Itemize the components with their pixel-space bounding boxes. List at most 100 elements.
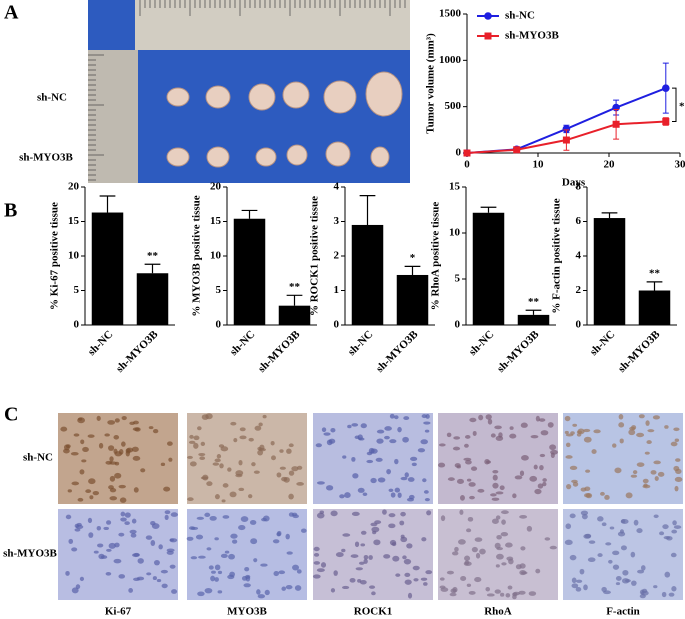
- ihc-cell: [638, 414, 645, 419]
- significance-label: **: [289, 281, 301, 293]
- ihc-cell: [593, 429, 601, 434]
- ihc-cell: [575, 587, 582, 592]
- ihc-cell: [450, 588, 457, 594]
- ihc-cell: [650, 470, 657, 475]
- error-bar: [144, 263, 161, 274]
- ihc-cell: [152, 576, 157, 581]
- ihc-cell: [89, 495, 94, 500]
- ihc-cell: [238, 524, 246, 531]
- ihc-cell: [519, 515, 528, 519]
- ihc-cell: [195, 534, 204, 540]
- ihc-bg: [563, 509, 683, 600]
- ihc-cell: [209, 515, 217, 521]
- y-axis-label: % RhoA positive tissue: [430, 202, 442, 311]
- ihc-cell: [161, 583, 168, 589]
- ihc-cell: [119, 497, 127, 503]
- ihc-cell: [131, 446, 139, 452]
- ihc-image: [438, 413, 558, 504]
- ihc-cell: [384, 435, 390, 440]
- ihc-cell: [466, 478, 472, 482]
- ihc-cell: [109, 475, 116, 482]
- ihc-cell: [77, 497, 84, 502]
- ihc-cell: [168, 457, 173, 462]
- y-tick-label: 0: [456, 147, 462, 159]
- ihc-cell: [253, 470, 260, 474]
- ihc-cell: [67, 489, 72, 493]
- ihc-cell: [490, 433, 496, 438]
- ihc-cell: [372, 530, 377, 535]
- ihc-cell: [565, 433, 574, 437]
- ihc-cell: [514, 475, 523, 480]
- ihc-cell: [65, 514, 72, 520]
- ihc-cell: [673, 427, 680, 432]
- ihc-cell: [628, 429, 636, 436]
- ihc-cell: [245, 574, 251, 579]
- x-tick-label: sh-MYO3B: [114, 328, 161, 375]
- ihc-cell: [468, 590, 476, 595]
- ihc-cell: [529, 475, 538, 482]
- y-tick-label: 20: [210, 181, 222, 193]
- ihc-cell: [121, 416, 127, 421]
- ihc-cell: [114, 418, 120, 423]
- x-tick-label: sh-MYO3B: [256, 328, 303, 375]
- ihc-cell: [402, 436, 409, 443]
- ihc-cell: [406, 543, 413, 549]
- ihc-cell: [550, 452, 555, 459]
- ihc-cell: [383, 554, 391, 559]
- ihc-cell: [281, 586, 287, 591]
- ihc-cell: [198, 555, 206, 559]
- ihc-cell: [262, 515, 270, 522]
- ihc-cell: [189, 461, 197, 467]
- x-tick-label: sh-MYO3B: [374, 328, 421, 375]
- ihc-cell: [208, 565, 214, 570]
- ihc-cell: [357, 579, 362, 583]
- ihc-cell: [370, 477, 377, 484]
- ihc-cell: [278, 570, 286, 575]
- ihc-cell: [477, 488, 485, 493]
- ihc-cell: [253, 558, 258, 563]
- ihc-cell: [79, 469, 85, 475]
- x-tick-label: sh-NC: [86, 328, 116, 358]
- ihc-cell: [92, 491, 100, 496]
- ihc-cell: [485, 586, 491, 592]
- ihc-cell: [362, 492, 368, 497]
- ihc-cell: [132, 455, 141, 461]
- ihc-cell: [609, 526, 615, 530]
- ihc-cell: [171, 589, 178, 594]
- ihc-cell: [350, 554, 359, 558]
- ihc-cell: [376, 438, 384, 444]
- ihc-cell: [214, 577, 219, 582]
- ihc-cell: [421, 537, 427, 542]
- ihc-cell: [68, 538, 74, 544]
- x-tick-label: sh-NC: [346, 328, 376, 358]
- ihc-cell: [474, 537, 483, 542]
- ihc-cell: [248, 437, 254, 442]
- ihc-cell: [566, 484, 572, 490]
- y-tick-label: 1000: [439, 54, 462, 66]
- ihc-cell: [366, 459, 374, 464]
- ihc-cell: [608, 559, 613, 564]
- x-tick-label: 20: [604, 159, 616, 171]
- ihc-cell: [256, 589, 261, 595]
- ihc-cell: [500, 592, 505, 597]
- ihc-cell: [63, 444, 70, 451]
- ihc-cell: [668, 592, 675, 597]
- ihc-cell: [118, 574, 126, 579]
- ihc-cell: [129, 421, 135, 426]
- ihc-cell: [404, 579, 412, 585]
- ihc-cell: [80, 439, 85, 445]
- ihc-cell: [417, 448, 426, 453]
- x-tick-label: 10: [533, 159, 545, 171]
- ihc-cell: [464, 443, 469, 448]
- ihc-cell: [499, 485, 505, 491]
- ihc-cell: [407, 477, 415, 482]
- ihc-cell: [114, 542, 120, 548]
- ihc-cell: [105, 571, 112, 576]
- ihc-cell: [321, 427, 327, 433]
- marker: [562, 125, 571, 133]
- ihc-cell: [254, 425, 262, 431]
- ihc-cell: [133, 552, 140, 557]
- ihc-column-label: ROCK1: [354, 606, 393, 618]
- ihc-cell: [422, 478, 427, 483]
- tumor: [166, 147, 190, 167]
